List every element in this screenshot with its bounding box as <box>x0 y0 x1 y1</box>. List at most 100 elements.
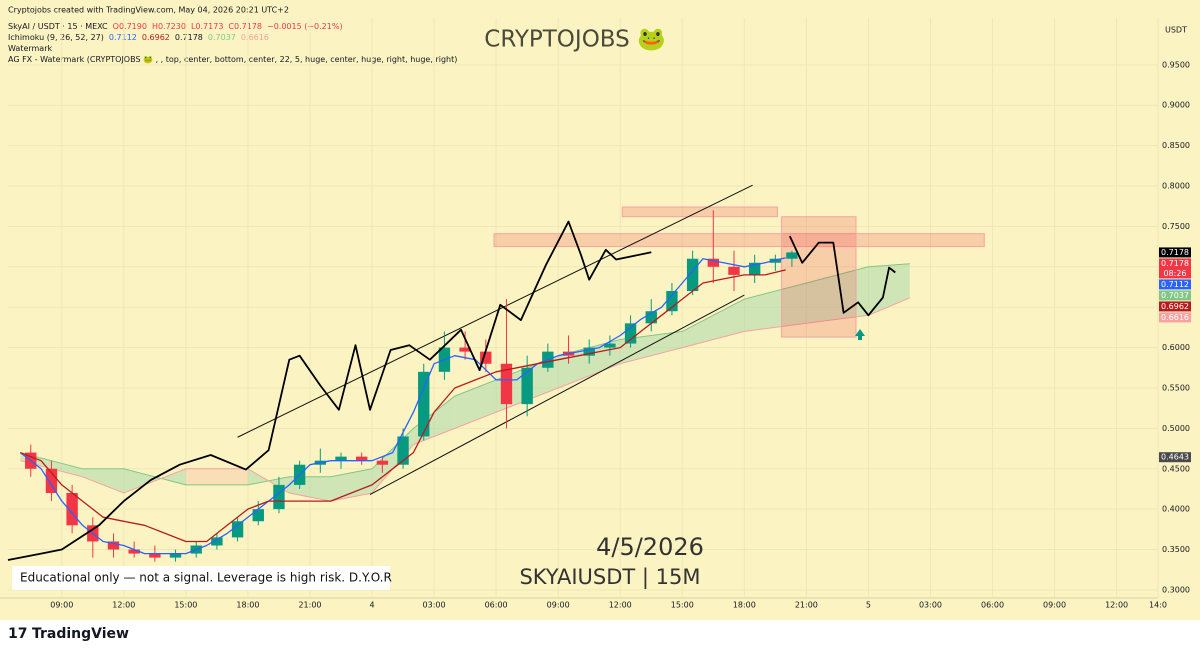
y-tick-label: 0.4000 <box>1162 505 1190 514</box>
legend-item: −0.0015 (−0.21%) <box>267 22 343 31</box>
candle-body <box>397 436 409 465</box>
price-label: 0.7112 <box>1161 280 1189 289</box>
candle-body <box>128 549 140 554</box>
cloud <box>682 299 745 348</box>
legend-item: H0.7230 <box>152 22 186 31</box>
candle-body <box>748 262 761 275</box>
candle-body <box>666 291 678 312</box>
cloud <box>82 468 124 493</box>
candle-body <box>335 456 347 461</box>
legend-item: 0.7112 <box>109 33 137 42</box>
x-tick-label: 09:00 <box>547 601 570 610</box>
candle-body <box>231 521 244 538</box>
legend-item: 0.7178 <box>175 33 203 42</box>
legend-item: Watermark <box>8 44 52 53</box>
line-series <box>20 269 786 543</box>
watermark-symbol: SKYAIUSDT | 15M <box>519 565 700 590</box>
price-label-sub: 08:26 <box>1163 269 1186 278</box>
x-tick-label: 09:00 <box>50 601 73 610</box>
x-tick-label: 12:00 <box>609 601 632 610</box>
candle-body <box>211 537 223 546</box>
legend-item: 0.7037 <box>208 33 236 42</box>
x-tick-label: 12:00 <box>1105 601 1128 610</box>
candle-body <box>500 363 513 405</box>
channel-line <box>369 294 745 496</box>
cloud <box>330 468 373 502</box>
legend-item: O0.7190 <box>113 22 147 31</box>
chart-bg <box>0 0 1200 620</box>
candle-body <box>459 347 471 352</box>
candle-body <box>355 456 368 461</box>
legend-item: L0.7173 <box>191 22 223 31</box>
price-label-bg <box>1159 258 1191 279</box>
candle-body <box>273 484 285 510</box>
y-tick-label: 0.9500 <box>1162 60 1190 69</box>
candle-body <box>728 266 740 275</box>
candle-body <box>480 351 492 364</box>
y-tick-label: 0.4500 <box>1162 464 1190 473</box>
legend-item: C0.7178 <box>228 22 262 31</box>
y-tick-label: 0.8500 <box>1162 141 1190 150</box>
line-series <box>788 235 896 317</box>
legend-item: AG FX - Watermark (CRYPTOJOBS 🐸 , , top,… <box>8 55 457 64</box>
cloud-span-b <box>20 297 910 502</box>
price-label: 0.7178 <box>1161 248 1189 257</box>
candle-body <box>624 323 637 344</box>
legend-row: Ichimoku (9, 26, 52, 27) 0.7112 0.6962 0.71… <box>8 33 269 42</box>
price-label: 0.4643 <box>1161 453 1189 462</box>
price-label-bg <box>1159 279 1191 290</box>
watermark-date: 4/5/2026 <box>596 533 704 561</box>
legend-item: 0.6616 <box>241 33 269 42</box>
x-tick-label: 18:00 <box>733 601 756 610</box>
y-tick-label: 0.3500 <box>1162 545 1190 554</box>
y-tick-label: 0.9000 <box>1162 101 1190 110</box>
legend-row: SkyAI / USDT · 15 · MEXC O0.7190 H0.7230 L0… <box>8 22 343 31</box>
zone <box>493 233 985 248</box>
candle-body <box>66 492 78 526</box>
candle-body <box>786 252 798 259</box>
price-label: 0.7178 <box>1161 259 1189 268</box>
channel-line <box>237 184 753 438</box>
currency: USDT <box>1165 26 1187 35</box>
candle-body <box>45 468 58 493</box>
y-tick-label: 0.3000 <box>1162 585 1190 594</box>
price-label-bg <box>1159 247 1191 258</box>
price-label: 0.6616 <box>1161 313 1189 322</box>
x-tick-label: 09:00 <box>1043 601 1066 610</box>
x-tick-label: 21:00 <box>795 601 818 610</box>
y-tick-label: 0.6000 <box>1162 343 1190 352</box>
brand-logo: 17 <box>8 626 27 642</box>
x-tick-label: 15:00 <box>671 601 694 610</box>
x-tick-label: 21:00 <box>298 601 321 610</box>
candle-body <box>107 541 120 550</box>
legend-row: Watermark <box>8 44 52 53</box>
price-label: 0.6962 <box>1161 302 1189 311</box>
price-label-bg <box>1159 312 1191 323</box>
cloud <box>744 282 807 332</box>
candle-body <box>252 509 264 522</box>
price-label-bg <box>1159 301 1191 312</box>
y-tick-label: 0.5500 <box>1162 383 1190 392</box>
x-tick-label: 15:00 <box>174 601 197 610</box>
legend-row: AG FX - Watermark (CRYPTOJOBS 🐸 , , top,… <box>8 55 457 64</box>
line-series <box>19 257 786 555</box>
candle-body <box>149 553 161 558</box>
line-series <box>7 220 652 561</box>
y-tick-label: 0.5000 <box>1162 424 1190 433</box>
candle-body <box>376 460 389 465</box>
x-tick-label: 18:00 <box>236 601 259 610</box>
price-label-bg <box>1159 452 1191 463</box>
x-tick-label: 5 <box>866 601 871 610</box>
credit: Cryptojobs created with TradingView.com,… <box>8 6 289 15</box>
x-tick-label: 06:00 <box>981 601 1004 610</box>
legend-item: SkyAI / USDT · 15 · MEXC <box>8 22 108 31</box>
candle-body <box>169 553 182 558</box>
candle-body <box>604 343 616 348</box>
legend-item: 0.6962 <box>142 33 170 42</box>
x-tick-label: 14:0 <box>1149 601 1167 610</box>
zone <box>621 206 778 218</box>
cloud <box>185 468 248 485</box>
cloud <box>806 266 869 324</box>
candle-body <box>686 258 699 292</box>
